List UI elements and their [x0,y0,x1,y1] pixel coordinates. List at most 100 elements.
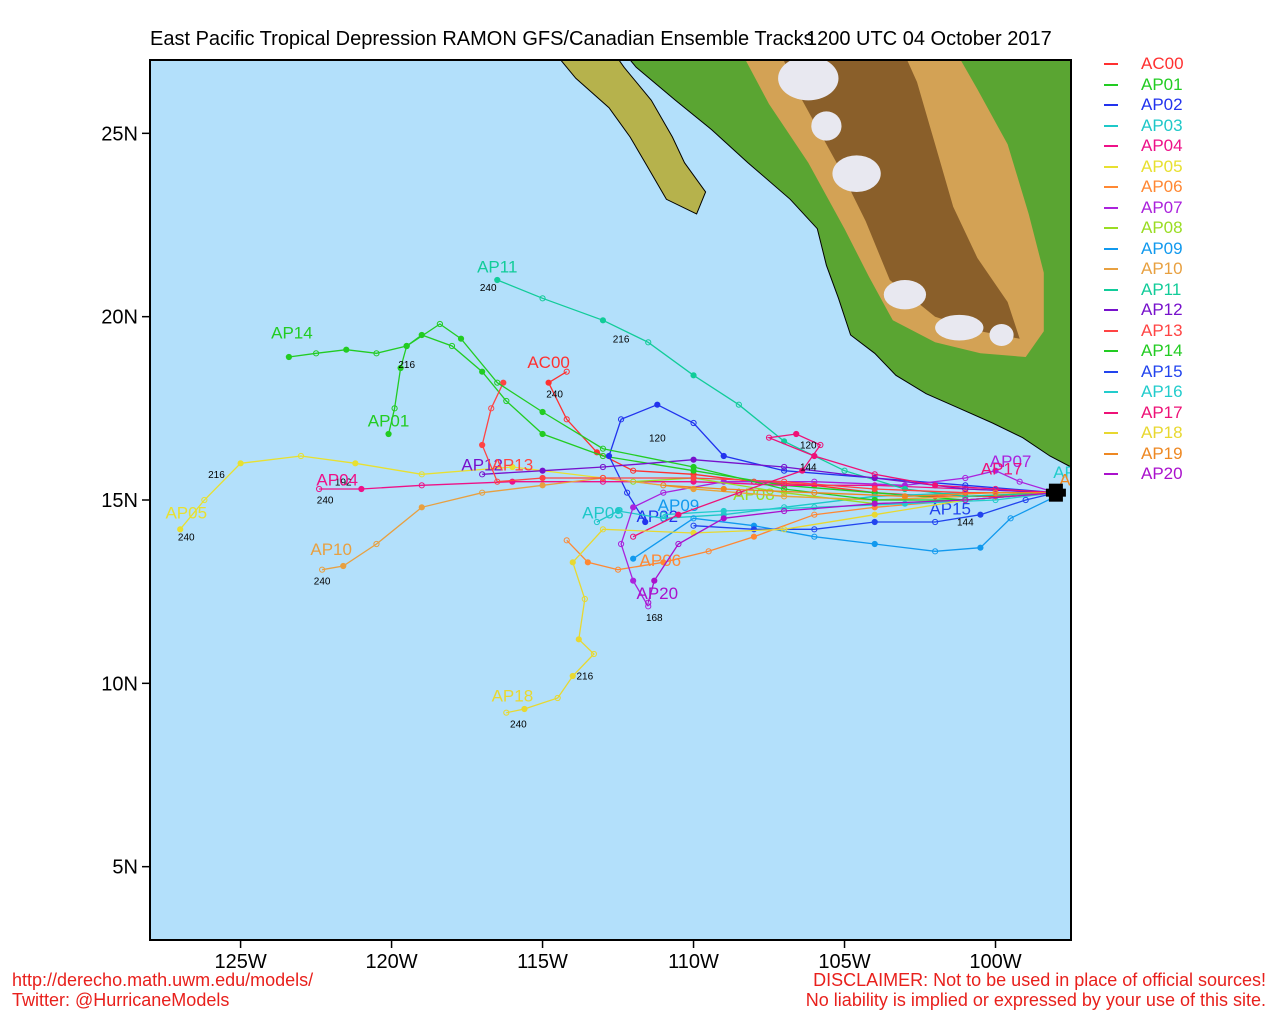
legend-label: AP19 [1141,443,1183,463]
track-point [494,379,501,386]
forecast-hour-label: 216 [576,672,593,683]
legend-swatch [1104,411,1118,414]
track-point [630,533,637,540]
high-terrain [883,280,927,310]
track-point [654,401,661,408]
lat-tick-label: 25N [101,123,138,145]
track-line [663,484,1056,497]
legend-label: AP12 [1141,300,1183,319]
track-point [312,350,320,357]
track-point [720,452,727,460]
source-url[interactable]: http://derecho.math.uwm.edu/models/ [12,970,314,990]
track-ap14: AP14 [271,320,1056,504]
track-point [1016,478,1023,485]
legend-item-ap10: AP10 [1104,259,1274,280]
forecast-hour-label: 216 [208,470,225,481]
track-point [539,295,546,302]
track-point [735,401,742,408]
track-point [630,504,637,511]
track-line [387,334,1056,501]
track-point [750,533,758,540]
legend-label: AP03 [1141,115,1183,135]
track-point [385,430,392,438]
track-point [630,577,637,584]
forecast-hour-label: 192 [335,477,352,488]
track-point [539,467,546,474]
track-point [500,379,507,386]
track-point [494,478,501,485]
track-point [781,493,788,500]
legend-label: AP04 [1141,136,1183,155]
track-point [605,452,613,460]
track-line [632,433,1056,538]
track-point [494,276,501,284]
track-point [581,595,588,603]
track-point [285,353,293,361]
legend-swatch [1104,83,1118,86]
legend-item-ap11: AP11 [1104,280,1274,301]
track-point [352,460,359,467]
track-point [340,562,347,570]
track-point [539,482,546,489]
mexico-land [560,60,1071,468]
legend-swatch [1104,124,1118,127]
track-point [590,650,597,658]
track-point [316,485,323,493]
legend-swatch [1104,309,1118,311]
track-point [479,368,486,375]
track-end-label: AP20 [637,584,679,603]
legend-item-ap09: AP09 [1104,239,1274,260]
track-point [599,478,607,485]
track-point [841,467,848,474]
legend-swatch [1104,165,1118,168]
track-point [811,526,818,533]
footer-right: DISCLAIMER: Not to be used in place of o… [806,970,1266,1010]
track-point [781,463,788,471]
track-point [992,489,999,496]
legend-item-ap01: AP01 [1104,75,1274,96]
forecast-hour-label: 216 [613,334,630,345]
forecast-hour-label: 120 [649,433,666,444]
track-point [575,636,582,643]
track-ap13: AP13 [479,379,1056,496]
legend-item-ap17: AP17 [1104,403,1274,424]
high-terrain [832,155,881,193]
track-end-label: AP04 [316,470,358,489]
legend-swatch [1104,145,1118,147]
track-point [651,577,658,584]
track-point [397,364,404,372]
legend-swatch [1104,206,1118,209]
legend-item-ap20: AP20 [1104,464,1274,485]
track-point [690,463,697,471]
high-terrain [989,324,1014,346]
track-point [237,460,244,467]
track-point [690,419,697,427]
lon-tick-label: 105W [818,951,870,973]
legend-swatch [1104,186,1118,188]
track-point [660,489,667,496]
legend-swatch [1104,227,1118,229]
legend-swatch [1104,432,1118,434]
track-point [539,474,546,482]
track-line [547,371,1056,497]
track-point [645,603,652,610]
track-point [563,416,570,423]
track-point [992,467,999,474]
track-point [932,518,939,526]
track-point [799,467,806,474]
chart-time: 1200 UTC 04 October 2017 [806,28,1052,50]
legend-item-ap05: AP05 [1104,157,1274,178]
track-point [488,405,495,412]
track-point [781,482,788,489]
lon-tick-label: 115W [517,951,568,973]
track-point [319,566,326,573]
track-point [373,540,380,548]
legend-swatch [1104,268,1118,270]
track-point [599,474,607,482]
legend-label: AP07 [1141,197,1183,217]
legend-item-ap15: AP15 [1104,362,1274,383]
track-ap18: 216 240 AP18 [492,492,1056,730]
legend-item-ap03: AP03 [1104,116,1274,137]
track-point [343,346,350,353]
